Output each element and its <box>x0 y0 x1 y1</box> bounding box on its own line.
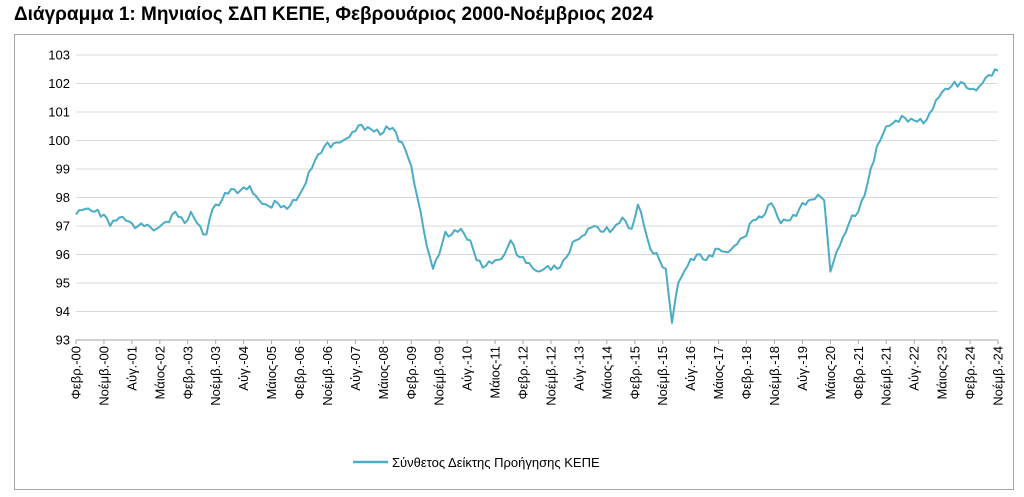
y-tick-label: 103 <box>48 48 70 63</box>
x-axis-ticks: Φεβρ.-00 Νοέμβ.-00 Αύγ.-01 Μάιος-02 Φεβρ.-03… <box>69 340 1006 406</box>
legend-label: Σύνθετος Δείκτης Προήγησης ΚΕΠΕ <box>392 455 600 470</box>
y-tick-label: 96 <box>56 247 70 262</box>
x-tick-label: Νοέμβ.-15 <box>655 346 670 406</box>
x-tick-label: Αύγ.-04 <box>236 346 251 391</box>
y-tick-label: 94 <box>56 304 70 319</box>
x-tick-label: Μάιος-17 <box>711 346 726 400</box>
x-tick-label: Αύγ.-01 <box>124 346 139 391</box>
y-tick-label: 97 <box>56 219 70 234</box>
y-tick-label: 101 <box>48 105 70 120</box>
y-tick-label: 99 <box>56 162 70 177</box>
x-tick-label: Αύγ.-10 <box>460 346 475 391</box>
y-axis-ticks: 93 94 95 96 97 98 99 100 101 102 103 <box>48 48 70 348</box>
x-tick-label: Αύγ.-16 <box>683 346 698 391</box>
x-tick-label: Νοέμβ.-00 <box>96 346 111 406</box>
x-tick-label: Μάιος-05 <box>264 346 279 400</box>
x-tick-label: Φεβρ.-00 <box>69 346 84 399</box>
x-tick-label: Φεβρ.-15 <box>627 346 642 399</box>
x-tick-label: Νοέμβ.-24 <box>991 346 1006 406</box>
y-tick-label: 100 <box>48 133 70 148</box>
x-tick-label: Νοέμβ.-21 <box>879 346 894 406</box>
x-tick-label: Φεβρ.-09 <box>404 346 419 399</box>
y-tick-label: 98 <box>56 190 70 205</box>
x-tick-label: Αύγ.-07 <box>348 346 363 391</box>
x-tick-label: Αύγ.-19 <box>795 346 810 391</box>
x-tick-label: Φεβρ.-24 <box>963 346 978 399</box>
x-tick-label: Φεβρ.-21 <box>851 346 866 399</box>
x-tick-label: Φεβρ.-03 <box>180 346 195 399</box>
x-tick-label: Αύγ.-22 <box>907 346 922 391</box>
y-tick-label: 95 <box>56 276 70 291</box>
x-tick-label: Φεβρ.-12 <box>516 346 531 399</box>
grid-lines <box>76 54 998 341</box>
legend: Σύνθετος Δείκτης Προήγησης ΚΕΠΕ <box>353 455 600 470</box>
series-line <box>75 68 999 324</box>
x-tick-label: Μάιος-02 <box>152 346 167 400</box>
x-tick-label: Νοέμβ.-06 <box>320 346 335 406</box>
series-group <box>75 68 999 324</box>
x-tick-label: Φεβρ.-18 <box>739 346 754 399</box>
y-tick-label: 102 <box>48 76 70 91</box>
x-tick-label: Φεβρ.-06 <box>292 346 307 399</box>
x-tick-label: Μάιος-20 <box>823 346 838 400</box>
x-tick-label: Μάιος-11 <box>488 346 503 399</box>
x-tick-label: Νοέμβ.-09 <box>432 346 447 406</box>
x-tick-label: Μάιος-23 <box>935 346 950 400</box>
x-tick-label: Μάιος-14 <box>599 346 614 400</box>
chart-title: Διάγραμμα 1: Μηνιαίος ΣΔΠ ΚΕΠΕ, Φεβρουάρ… <box>14 4 654 25</box>
x-tick-label: Μάιος-08 <box>376 346 391 400</box>
x-tick-label: Νοέμβ.-18 <box>767 346 782 406</box>
x-tick-label: Νοέμβ.-03 <box>208 346 223 406</box>
chart-frame <box>14 34 1014 490</box>
x-tick-label: Νοέμβ.-12 <box>543 346 558 406</box>
y-tick-label: 93 <box>56 333 70 348</box>
x-tick-label: Αύγ.-13 <box>571 346 586 391</box>
